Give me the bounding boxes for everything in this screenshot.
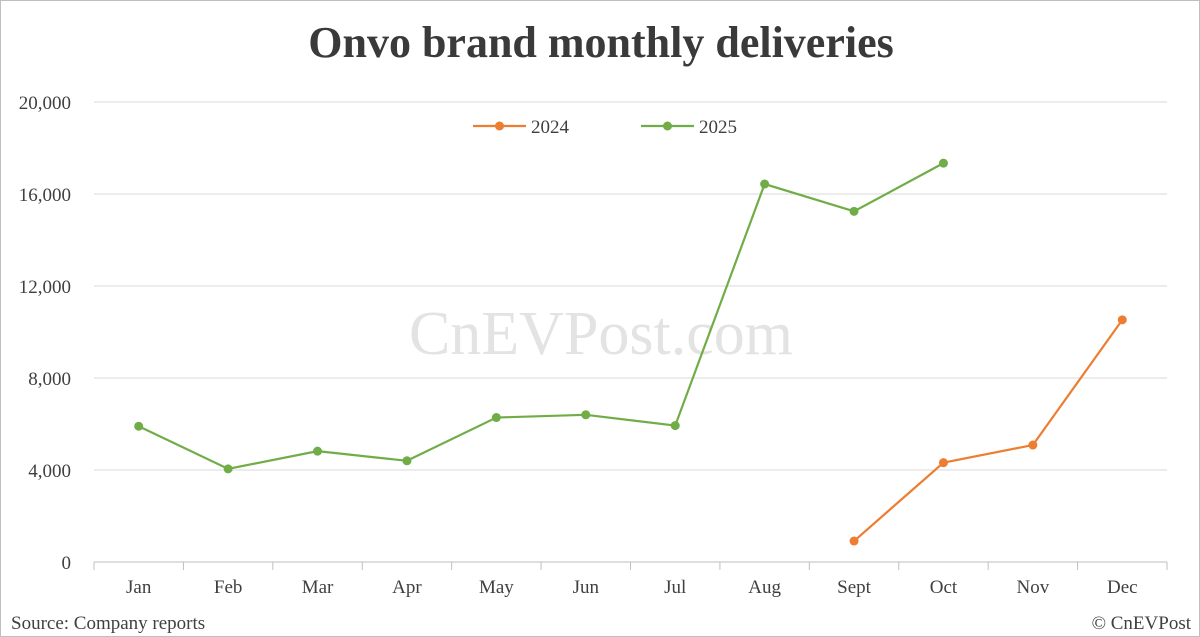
data-point-2025 [581, 410, 591, 420]
x-tick-label: Apr [392, 577, 422, 598]
watermark: CnEVPost.com [409, 300, 793, 368]
copyright-note: © CnEVPost [1092, 613, 1192, 634]
data-point-2024 [1028, 440, 1038, 450]
x-tick-label: May [479, 577, 514, 598]
source-note: Source: Company reports [11, 613, 205, 634]
data-point-2024 [1117, 315, 1127, 325]
y-tick-label: 16,000 [19, 185, 71, 206]
x-tick-label: Jan [126, 577, 152, 598]
x-tick-label: Jun [573, 577, 600, 598]
y-tick-label: 0 [62, 553, 72, 574]
data-point-2025 [313, 446, 323, 456]
series-line-2024 [853, 319, 1124, 542]
x-tick-label: Dec [1107, 577, 1138, 598]
x-tick-label: Oct [930, 577, 958, 598]
data-point-2025 [760, 179, 770, 189]
data-point-2025 [491, 413, 501, 423]
data-point-2024 [938, 458, 948, 468]
y-tick-label: 8,000 [28, 369, 71, 390]
chart-title: Onvo brand monthly deliveries [308, 18, 894, 67]
data-point-2025 [402, 456, 412, 466]
x-tick-label: Nov [1017, 577, 1050, 598]
legend-marker-2025 [663, 121, 672, 131]
x-tick-label: Sept [837, 577, 872, 598]
data-point-2025 [670, 421, 680, 431]
data-point-2024 [849, 536, 859, 546]
data-point-2025 [938, 158, 948, 168]
x-tick-label: Mar [302, 577, 334, 598]
x-tick-label: Aug [748, 577, 781, 598]
legend-label-2025: 2025 [699, 117, 737, 138]
x-tick-label: Jul [664, 577, 686, 598]
data-point-2025 [849, 206, 859, 216]
y-tick-label: 20,000 [19, 93, 71, 114]
y-tick-label: 12,000 [19, 277, 71, 298]
series-line-2025 [138, 162, 944, 471]
legend-marker-2024 [495, 121, 504, 131]
data-point-2025 [134, 421, 144, 431]
y-tick-label: 4,000 [28, 461, 71, 482]
data-point-2025 [223, 464, 233, 474]
x-tick-label: Feb [214, 577, 243, 598]
legend-label-2024: 2024 [531, 117, 570, 138]
